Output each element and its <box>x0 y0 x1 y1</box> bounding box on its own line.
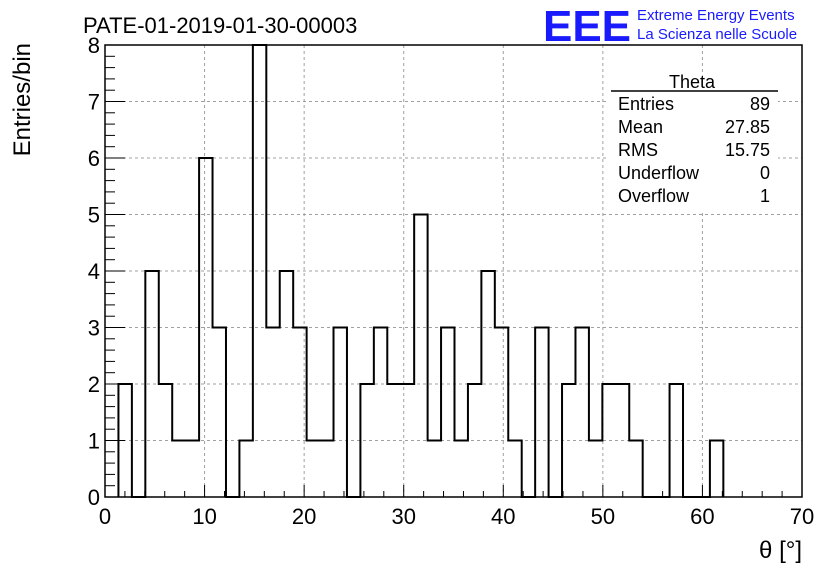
y-axis-label: Entries/bin <box>9 43 36 156</box>
y-tick-label: 3 <box>88 316 100 341</box>
stats-rows: Entries 89 Mean 27.85 RMS 15.75 Underflow 0 Over… <box>618 94 770 206</box>
histogram-bin <box>589 441 602 498</box>
stats-box-title: Theta <box>669 72 716 92</box>
stats-label: Mean <box>618 117 663 137</box>
x-tick-labels: 0 10 20 30 40 50 60 70 <box>99 504 814 529</box>
y-tick-label: 1 <box>88 429 100 454</box>
histogram-bin <box>239 441 252 498</box>
y-tick-label: 4 <box>88 259 100 284</box>
x-tick-label: 50 <box>591 504 615 529</box>
histogram-bars <box>117 44 725 498</box>
histogram-outline <box>117 44 725 498</box>
histogram-bin <box>253 45 266 497</box>
x-tick-label: 60 <box>690 504 714 529</box>
histogram-bin <box>535 328 548 498</box>
stats-label: Overflow <box>618 186 690 206</box>
stats-box: Theta Entries 89 Mean 27.85 RMS 15.75 Underflo… <box>608 72 778 210</box>
stats-value: 0 <box>760 163 770 183</box>
histogram-bin <box>307 441 320 498</box>
histogram-bin <box>508 441 521 498</box>
x-tick-label: 10 <box>192 504 216 529</box>
axis-ticks <box>104 44 803 498</box>
y-tick-label: 7 <box>88 90 100 115</box>
y-tick-label: 2 <box>88 372 100 397</box>
y-tick-label: 6 <box>88 146 100 171</box>
x-tick-label: 40 <box>491 504 515 529</box>
histogram-bin <box>320 441 333 498</box>
x-axis-label: θ [°] <box>759 537 802 564</box>
histogram-bin <box>213 328 226 498</box>
histogram-bin <box>575 328 588 498</box>
x-tick-label: 70 <box>790 504 814 529</box>
histogram-bin <box>441 328 454 498</box>
stats-label: Entries <box>618 94 674 114</box>
histogram-bin <box>186 441 199 498</box>
eee-logo-mark: EEE <box>543 2 631 51</box>
histogram-bin <box>266 328 279 498</box>
x-tick-label: 20 <box>292 504 316 529</box>
y-tick-label: 5 <box>88 203 100 228</box>
eee-logo-line1: Extreme Energy Events <box>637 7 795 24</box>
eee-logo: EEE Extreme Energy Events La Scienza nel… <box>543 2 797 51</box>
stats-label: Underflow <box>618 163 700 183</box>
stats-value: 1 <box>760 186 770 206</box>
stats-box-background <box>608 72 778 210</box>
y-tick-label: 0 <box>88 485 100 510</box>
stats-label: RMS <box>618 140 658 160</box>
histogram-bin <box>172 441 185 498</box>
y-tick-labels: 0 1 2 3 4 5 6 7 8 <box>88 33 100 510</box>
histogram-bin <box>334 328 347 498</box>
histogram-bin <box>629 441 642 498</box>
histogram-bin <box>414 215 427 498</box>
histogram-bin <box>374 328 387 498</box>
stats-value: 15.75 <box>725 140 770 160</box>
chart-title: PATE-01-2019-01-30-00003 <box>83 13 357 38</box>
stats-value: 89 <box>750 94 770 114</box>
y-tick-label: 8 <box>88 33 100 58</box>
histogram-bin <box>495 328 508 498</box>
histogram-bin <box>428 441 441 498</box>
eee-logo-line2: La Scienza nelle Scuole <box>637 26 797 43</box>
x-tick-label: 30 <box>391 504 415 529</box>
histogram-bin <box>454 441 467 498</box>
x-tick-label: 0 <box>99 504 111 529</box>
stats-value: 27.85 <box>725 117 770 137</box>
histogram-bin <box>710 441 723 498</box>
